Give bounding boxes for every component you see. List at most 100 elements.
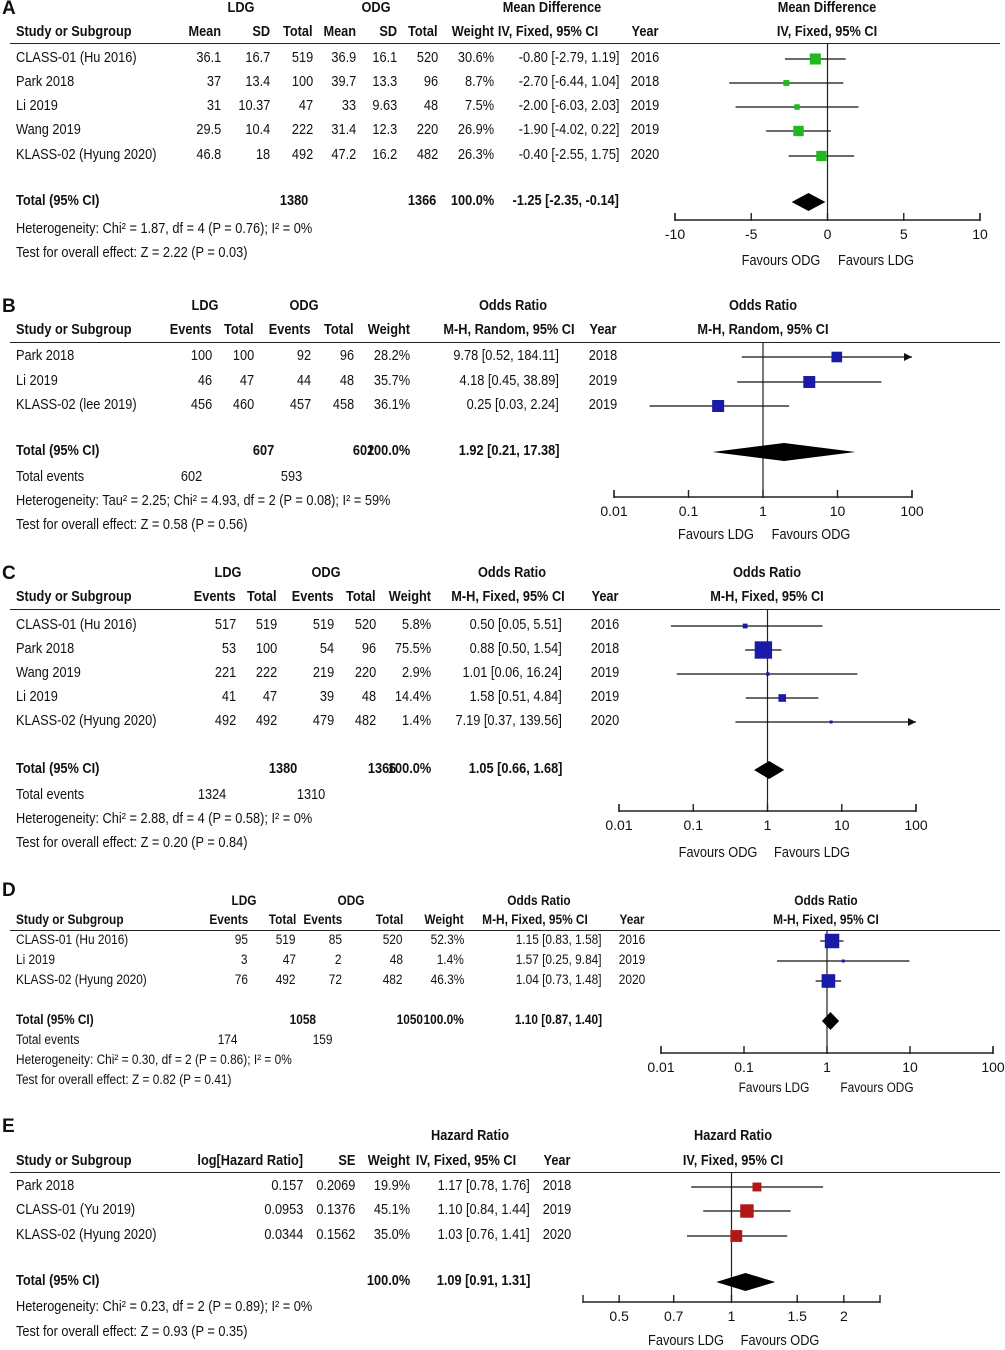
study-marker [793,125,804,137]
total-value: 47 [298,98,313,114]
weight-value: 14.4% [394,689,431,705]
favours-left-label: Favours LDG [678,527,754,543]
total-value: 48 [339,373,354,389]
total-value: 482 [383,972,403,987]
x-tick-label: 1 [823,1059,831,1075]
effect-ci-value: 1.10 [0.84, 1.44] [437,1202,530,1218]
weight-value: 75.5% [394,641,431,657]
weight-value: 36.1% [373,397,410,413]
x-tick-label: 1 [728,1308,736,1324]
sd-header: SD [252,24,270,40]
effect-ci-value: 9.78 [0.52, 184.11] [453,348,559,364]
weight-value: 26.3% [457,147,494,163]
total-value: 100 [291,74,313,90]
study-name: Li 2019 [16,952,55,967]
method-header: IV, Fixed, 95% CI [415,1153,517,1169]
plot-method-title: IV, Fixed, 95% CI [682,1153,784,1169]
header-rule [10,930,1000,931]
total-value: 220 [354,665,376,681]
favours-left-label: Favours LDG [738,1080,810,1095]
year-value: 2016 [630,50,660,66]
total-value: 100 [255,641,277,657]
study-name: CLASS-01 (Hu 2016) [16,932,129,947]
events-value: 41 [221,689,236,705]
log-hr-value: 0.0953 [263,1202,303,1218]
effect-ci-value: 4.18 [0.45, 38.89] [459,373,559,389]
x-tick-label: 1 [759,503,767,519]
weight-header: Weight [367,1153,410,1169]
total-events-label: Total events [16,469,85,485]
events-header: Events [303,912,342,927]
x-tick-label: 5 [900,226,908,242]
x-tick-label: 0.5 [609,1308,629,1324]
total-value: 482 [416,147,438,163]
effect-ci-value: 1.58 [0.51, 4.84] [469,689,562,705]
weight-value: 5.8% [401,617,431,633]
total-events-group2: 1310 [296,787,325,803]
total-value: 492 [276,972,296,987]
events-value: 492 [214,713,236,729]
year-header: Year [589,322,617,338]
total-value: 458 [332,397,354,413]
total-value: 222 [255,665,277,681]
x-tick-label: -5 [745,226,758,242]
overall-effect-text: Test for overall effect: Z = 0.93 (P = 0… [16,1324,248,1340]
effect-ci-value: 0.88 [0.50, 1.54] [469,641,562,657]
se-value: 0.1376 [315,1202,355,1218]
total-value: 520 [354,617,376,633]
heterogeneity-text: Heterogeneity: Chi² = 0.30, df = 2 (P = … [16,1052,292,1067]
study-marker [809,53,821,65]
total-value: 48 [361,689,376,705]
plot-measure-title: Hazard Ratio [693,1128,772,1144]
x-tick-label: 2 [840,1308,848,1324]
study-name: Park 2018 [16,1178,75,1194]
study-name: Li 2019 [16,689,58,705]
weight-value: 35.7% [373,373,410,389]
total-weight: 100.0% [387,761,431,777]
total-value: 47 [239,373,254,389]
weight-header: Weight [367,322,410,338]
study-marker [821,974,836,988]
group1-header: LDG [191,298,219,314]
effect-ci-value: -0.80 [-2.79, 1.19] [518,50,619,66]
study-name: Park 2018 [16,641,75,657]
total-weight: 100.0% [366,443,410,459]
favours-left-label: Favours ODG [741,253,821,269]
sd-value: 16.7 [245,50,270,66]
method-header: IV, Fixed, 95% CI [497,24,599,40]
effect-ci-value: 0.25 [0.03, 2.24] [466,397,559,413]
effect-ci-value: 1.01 [0.06, 16.24] [462,665,562,681]
study-name: CLASS-01 (Yu 2019) [16,1202,136,1218]
log-hr-value: 0.0344 [263,1227,303,1243]
study-column-header: Study or Subgroup [16,912,124,927]
total-header: Total [224,322,254,338]
total-header: Total [346,589,376,605]
total-value: 519 [291,50,313,66]
overall-effect-text: Test for overall effect: Z = 0.20 (P = 0… [16,835,248,851]
x-tick-label: 10 [902,1059,918,1075]
plot-measure-title: Odds Ratio [794,893,858,908]
events-value: 39 [319,689,334,705]
study-column-header: Study or Subgroup [16,24,132,40]
favours-right-label: Favours ODG [771,527,851,543]
method-header: M-H, Fixed, 95% CI [451,589,565,605]
total-value: 96 [423,74,438,90]
weight-value: 46.3% [430,972,464,987]
weight-header: Weight [451,24,494,40]
year-value: 2018 [630,74,660,90]
total-value: 220 [416,122,438,138]
weight-value: 35.0% [373,1227,410,1243]
total-events-label: Total events [16,787,85,803]
total-value: 48 [423,98,438,114]
events-value: 519 [312,617,334,633]
heterogeneity-text: Heterogeneity: Tau² = 2.25; Chi² = 4.93,… [16,493,391,509]
total-effect-ci: 1.05 [0.66, 1.68] [468,761,562,777]
total-value: 47 [262,689,277,705]
events-header: Events [292,589,334,605]
study-marker [754,641,773,659]
group2-header: ODG [311,565,341,581]
year-value: 2020 [630,147,660,163]
se-header: SE [337,1153,355,1169]
year-value: 2018 [590,641,620,657]
